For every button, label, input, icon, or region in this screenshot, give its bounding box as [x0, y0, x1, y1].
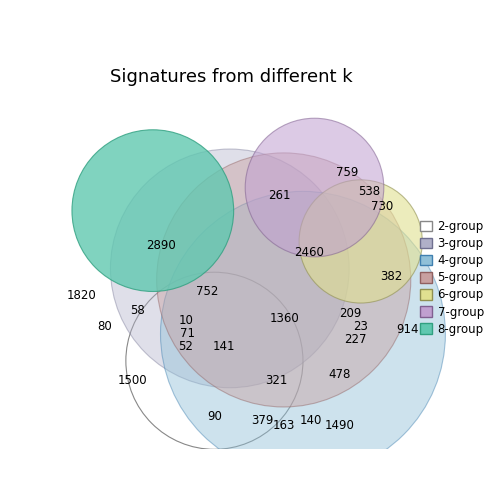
Text: 141: 141	[212, 340, 235, 353]
Text: 90: 90	[207, 410, 222, 423]
Text: 209: 209	[340, 306, 362, 320]
Text: 52: 52	[178, 340, 194, 353]
Circle shape	[160, 192, 446, 476]
Text: 478: 478	[329, 368, 351, 381]
Text: 1500: 1500	[117, 373, 147, 387]
Text: 730: 730	[371, 200, 394, 213]
Text: 261: 261	[269, 188, 291, 202]
Text: 2460: 2460	[294, 246, 324, 260]
Text: 80: 80	[97, 320, 112, 333]
Text: 163: 163	[273, 419, 295, 432]
Text: 2890: 2890	[146, 239, 175, 252]
Text: 379: 379	[251, 414, 273, 426]
Text: 1820: 1820	[67, 289, 96, 302]
Circle shape	[245, 118, 384, 257]
Text: 382: 382	[381, 270, 403, 283]
Legend: 2-group, 3-group, 4-group, 5-group, 6-group, 7-group, 8-group: 2-group, 3-group, 4-group, 5-group, 6-gr…	[417, 218, 486, 338]
Text: 140: 140	[299, 414, 322, 426]
Text: 1360: 1360	[270, 312, 299, 325]
Text: 752: 752	[196, 285, 218, 298]
Circle shape	[110, 149, 349, 388]
Text: 538: 538	[358, 185, 380, 198]
Text: 71: 71	[180, 327, 195, 340]
Text: 914: 914	[397, 324, 419, 337]
Circle shape	[72, 130, 234, 291]
Circle shape	[157, 153, 411, 407]
Text: 10: 10	[178, 314, 194, 327]
Text: 58: 58	[130, 304, 145, 317]
Text: 321: 321	[265, 373, 287, 387]
Text: 1490: 1490	[325, 419, 355, 432]
Text: 23: 23	[353, 320, 368, 333]
Circle shape	[299, 180, 422, 303]
Text: Signatures from different k: Signatures from different k	[110, 69, 352, 86]
Text: 759: 759	[337, 166, 359, 178]
Text: 227: 227	[344, 333, 366, 346]
